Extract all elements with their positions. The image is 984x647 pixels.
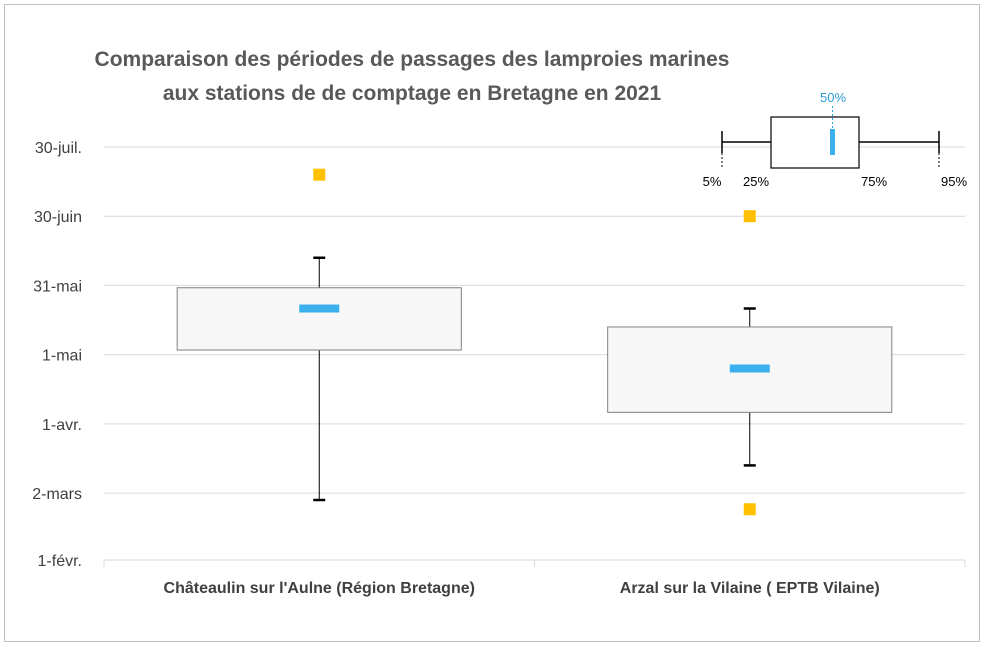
- outlier-points: [313, 168, 756, 516]
- y-tick-label: 31-mai: [33, 278, 82, 295]
- legend-label-25: 25%: [743, 174, 769, 189]
- x-tick-label: Châteaulin sur l'Aulne (Région Bretagne): [164, 580, 475, 597]
- y-tick-label: 30-juin: [34, 209, 82, 226]
- legend-box: [770, 116, 860, 169]
- y-axis-ticks: 1-févr. 2-mars 1-avr. 1-mai 31-mai 30-juin 30-…: [32, 140, 82, 570]
- box-group: [607, 307, 893, 467]
- box-series: [176, 256, 893, 502]
- y-tick-label: 1-févr.: [38, 553, 82, 570]
- y-tick-label: 2-mars: [32, 486, 82, 503]
- legend-label-95: 95%: [941, 174, 967, 189]
- outlier-point: [743, 210, 756, 223]
- chart-title-line-2: aux stations de de comptage en Bretagne …: [163, 82, 662, 105]
- outlier-point: [743, 503, 756, 516]
- x-axis: Châteaulin sur l'Aulne (Région Bretagne)…: [103, 559, 966, 597]
- y-tick-label: 30-juil.: [35, 140, 82, 157]
- y-tick-label: 1-mai: [42, 348, 82, 365]
- chart-title-line-1: Comparaison des périodes de passages des…: [95, 48, 730, 71]
- box-group: [176, 256, 462, 502]
- y-tick-label: 1-avr.: [42, 417, 82, 434]
- median-mark: [729, 364, 770, 373]
- chart-frame: [4, 4, 980, 642]
- outlier-point: [313, 168, 326, 181]
- chart-title: Comparaison des périodes de passages des…: [95, 48, 730, 105]
- legend-label-5: 5%: [703, 174, 722, 189]
- legend-median-mark: [830, 129, 835, 155]
- legend-label-50: 50%: [820, 90, 846, 105]
- median-mark: [299, 304, 340, 313]
- box-iqr: [176, 287, 462, 351]
- legend-label-75: 75%: [861, 174, 887, 189]
- legend: 50% 5% 25% 75% 95%: [703, 90, 968, 189]
- x-tick-label: Arzal sur la Vilaine ( EPTB Vilaine): [620, 580, 880, 597]
